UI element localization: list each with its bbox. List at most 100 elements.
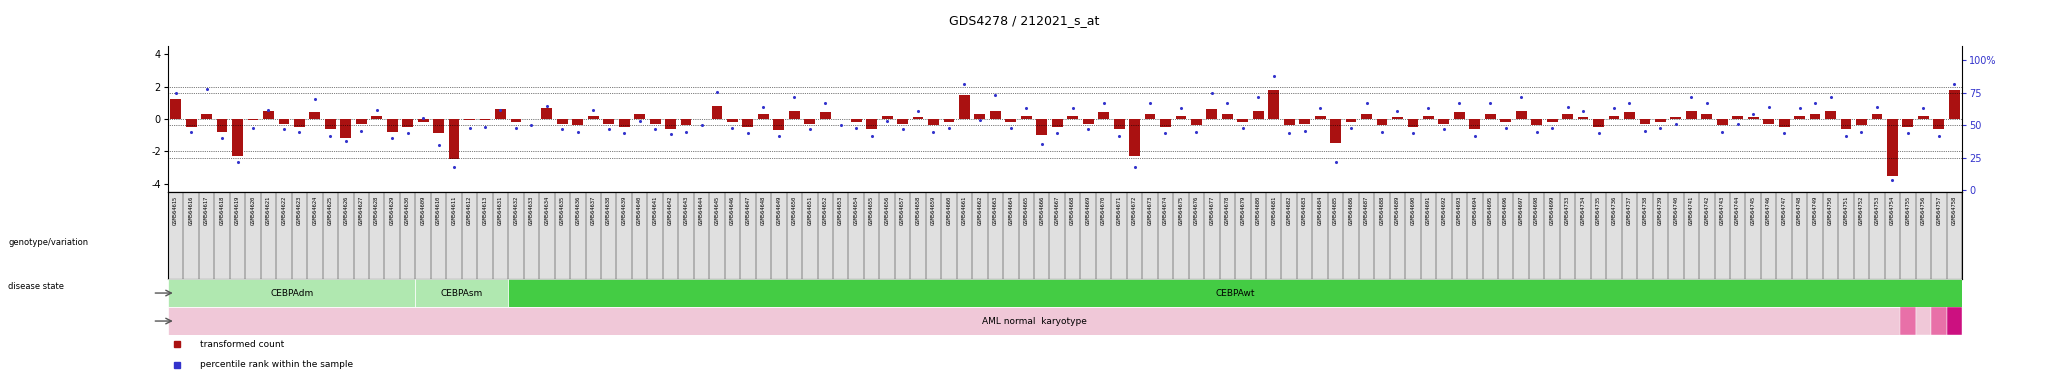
Bar bbox=[1485, 114, 1495, 119]
Point bbox=[1690, 100, 1722, 106]
Bar bbox=[1624, 113, 1634, 119]
Bar bbox=[1006, 119, 1016, 122]
Bar bbox=[1053, 119, 1063, 127]
Text: GSM564750: GSM564750 bbox=[1829, 196, 1833, 225]
Point bbox=[979, 93, 1012, 99]
Text: GSM564697: GSM564697 bbox=[1520, 196, 1524, 225]
Point bbox=[313, 133, 346, 139]
Point bbox=[1597, 106, 1630, 112]
Point bbox=[932, 125, 965, 131]
Point bbox=[1892, 130, 1925, 136]
Text: GSM564641: GSM564641 bbox=[653, 196, 657, 225]
Bar bbox=[434, 119, 444, 134]
Point bbox=[870, 118, 903, 124]
Point bbox=[1319, 159, 1352, 165]
Point bbox=[1907, 106, 1939, 112]
Point bbox=[268, 126, 301, 132]
Text: GSM564644: GSM564644 bbox=[698, 196, 705, 225]
Point bbox=[1583, 130, 1616, 136]
Bar bbox=[541, 108, 553, 119]
Bar bbox=[465, 119, 475, 121]
Text: GSM564672: GSM564672 bbox=[1133, 196, 1137, 225]
Text: GSM564639: GSM564639 bbox=[623, 196, 627, 225]
Bar bbox=[1516, 111, 1526, 119]
Bar bbox=[975, 114, 985, 119]
Bar bbox=[649, 119, 662, 124]
Bar bbox=[1780, 119, 1790, 127]
Text: GSM564686: GSM564686 bbox=[1348, 196, 1354, 225]
Bar bbox=[1192, 119, 1202, 125]
Point bbox=[1645, 125, 1677, 131]
Bar bbox=[1114, 119, 1124, 129]
Bar bbox=[217, 119, 227, 132]
Point bbox=[1026, 141, 1059, 147]
Text: GSM564629: GSM564629 bbox=[389, 196, 395, 225]
Point bbox=[1845, 129, 1878, 135]
Point bbox=[221, 159, 254, 165]
Bar bbox=[604, 119, 614, 124]
Point bbox=[731, 130, 764, 136]
Point bbox=[608, 130, 641, 136]
Text: GSM564668: GSM564668 bbox=[1071, 196, 1075, 225]
Point bbox=[1520, 129, 1552, 135]
Text: GSM564740: GSM564740 bbox=[1673, 196, 1679, 225]
Text: GSM564691: GSM564691 bbox=[1425, 196, 1432, 225]
Point bbox=[1071, 126, 1104, 132]
Bar bbox=[1393, 117, 1403, 119]
Text: GSM564637: GSM564637 bbox=[590, 196, 596, 225]
Text: GSM564634: GSM564634 bbox=[545, 196, 549, 225]
Text: genotype/variation: genotype/variation bbox=[8, 238, 88, 247]
Bar bbox=[635, 114, 645, 119]
Text: GSM564624: GSM564624 bbox=[313, 196, 317, 225]
Bar bbox=[416, 279, 508, 307]
Bar bbox=[1841, 119, 1851, 129]
Text: GSM564640: GSM564640 bbox=[637, 196, 643, 225]
Bar bbox=[571, 119, 584, 125]
Bar bbox=[1593, 119, 1604, 127]
Point bbox=[1010, 106, 1042, 112]
Text: GSM564690: GSM564690 bbox=[1411, 196, 1415, 225]
Bar bbox=[201, 114, 213, 119]
Point bbox=[1475, 100, 1507, 106]
Text: GSM564677: GSM564677 bbox=[1210, 196, 1214, 225]
Bar bbox=[1763, 119, 1774, 124]
Bar bbox=[1128, 119, 1141, 156]
Bar bbox=[1253, 111, 1264, 119]
Text: GSM564648: GSM564648 bbox=[762, 196, 766, 225]
Bar bbox=[850, 119, 862, 122]
Text: GSM564741: GSM564741 bbox=[1690, 196, 1694, 225]
Text: GSM564738: GSM564738 bbox=[1642, 196, 1647, 225]
Point bbox=[1227, 125, 1260, 131]
Text: GSM564674: GSM564674 bbox=[1163, 196, 1167, 225]
Point bbox=[963, 117, 995, 123]
Text: GSM564681: GSM564681 bbox=[1272, 196, 1276, 225]
Text: GSM564742: GSM564742 bbox=[1704, 196, 1710, 225]
Text: GSM564756: GSM564756 bbox=[1921, 196, 1925, 225]
Bar bbox=[1901, 307, 1915, 335]
Text: GSM564673: GSM564673 bbox=[1147, 196, 1153, 225]
Bar bbox=[1931, 307, 1946, 335]
Bar bbox=[711, 106, 723, 119]
Bar bbox=[1407, 119, 1419, 127]
Bar bbox=[1423, 116, 1434, 119]
Point bbox=[483, 107, 516, 113]
Text: GSM564751: GSM564751 bbox=[1843, 196, 1849, 225]
Text: GSM564645: GSM564645 bbox=[715, 196, 719, 225]
Bar bbox=[1733, 116, 1743, 119]
Text: GSM564696: GSM564696 bbox=[1503, 196, 1507, 225]
Point bbox=[1135, 100, 1167, 106]
Bar bbox=[1098, 113, 1110, 119]
Point bbox=[1196, 90, 1229, 96]
Text: GSM564656: GSM564656 bbox=[885, 196, 889, 225]
Point bbox=[1335, 125, 1368, 131]
Text: GSM564670: GSM564670 bbox=[1102, 196, 1106, 225]
Bar bbox=[295, 119, 305, 127]
Point bbox=[1753, 104, 1786, 110]
Text: GSM564609: GSM564609 bbox=[420, 196, 426, 225]
Text: GSM564680: GSM564680 bbox=[1255, 196, 1262, 225]
Text: GSM564687: GSM564687 bbox=[1364, 196, 1368, 225]
Bar bbox=[326, 119, 336, 129]
Bar bbox=[1640, 119, 1651, 124]
Point bbox=[918, 129, 950, 135]
Point bbox=[1489, 125, 1522, 131]
